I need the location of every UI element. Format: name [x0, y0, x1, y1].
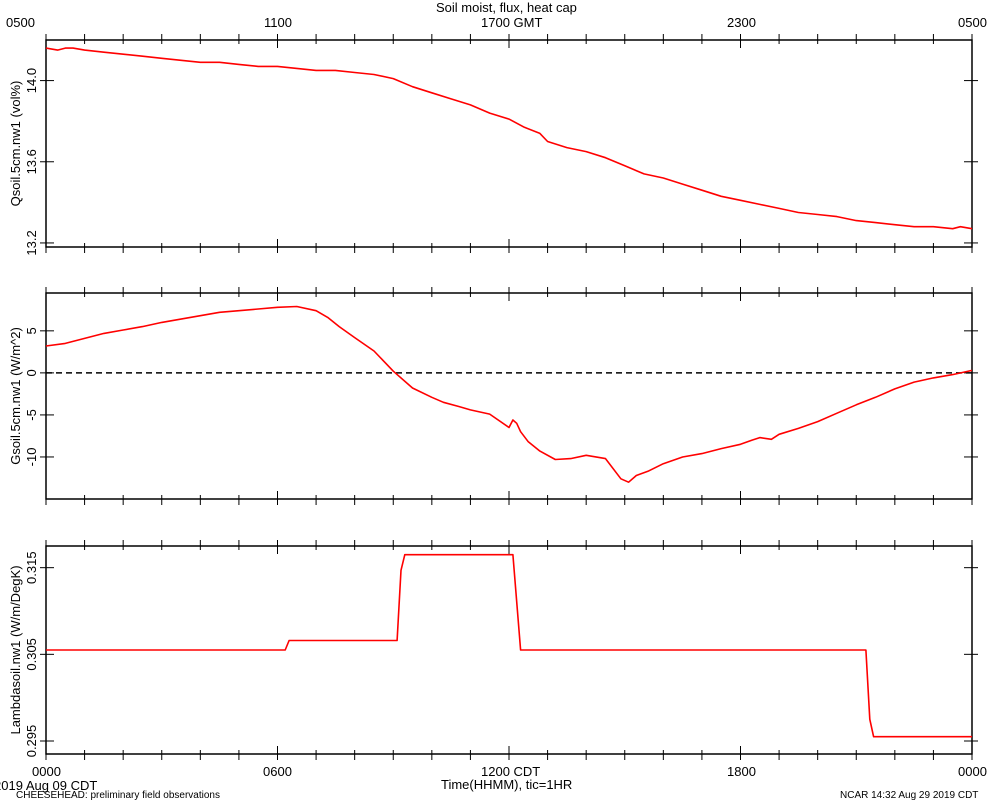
x-tick-label-0: 0000 — [32, 764, 61, 779]
right-footnote: NCAR 14:32 Aug 29 2019 CDT — [840, 790, 979, 801]
series-line-0-0 — [45, 47, 973, 230]
x-tick-label-2: 1200 CDT — [481, 764, 541, 779]
x-tick-label-3: 1800 — [727, 764, 756, 779]
y-axis-title-1: Gsoil.5cm.nw1 (W/m^2) — [8, 327, 23, 465]
series-line-2-0 — [46, 553, 972, 738]
date-label: 2019 Aug 09 CDT — [0, 778, 98, 793]
y-tick-label-2-0: 0.295 — [24, 725, 39, 758]
panel-frame-1 — [45, 292, 973, 500]
series-line-1-0 — [45, 305, 973, 484]
y-tick-label-2-1: 0.305 — [24, 638, 39, 671]
left-footnote: CHEESEHEAD: preliminary field observatio… — [16, 790, 220, 801]
y-axis-title-0: Qsoil.5cm.nw1 (vol%) — [8, 81, 23, 207]
y-tick-label-0-2: 14.0 — [24, 68, 39, 93]
chart-title: Soil moist, flux, heat cap — [436, 0, 577, 15]
top-tick-label-0: 0500 — [6, 15, 35, 30]
y-tick-label-0-0: 13.2 — [24, 230, 39, 255]
y-tick-label-2-2: 0.315 — [24, 551, 39, 584]
y-tick-label-1-0: -10 — [24, 448, 39, 467]
top-tick-label-3: 2300 — [727, 15, 756, 30]
x-tick-label-1: 0600 — [263, 764, 292, 779]
y-axis-title-2: Lambdasoil.nw1 (W/m/DegK) — [8, 565, 23, 734]
y-tick-label-1-3: 5 — [24, 327, 39, 334]
top-tick-label-1: 1100 — [264, 15, 292, 30]
y-tick-label-0-1: 13.6 — [24, 149, 39, 174]
y-tick-label-1-2: 0 — [24, 369, 39, 376]
top-tick-label-2: 1700 GMT — [481, 15, 543, 30]
y-tick-label-1-1: -5 — [24, 409, 39, 421]
x-tick-label-4: 0000 — [958, 764, 987, 779]
top-tick-label-4: 0500 — [958, 15, 987, 30]
x-axis-title: Time(HHMM), tic=1HR — [441, 777, 573, 792]
